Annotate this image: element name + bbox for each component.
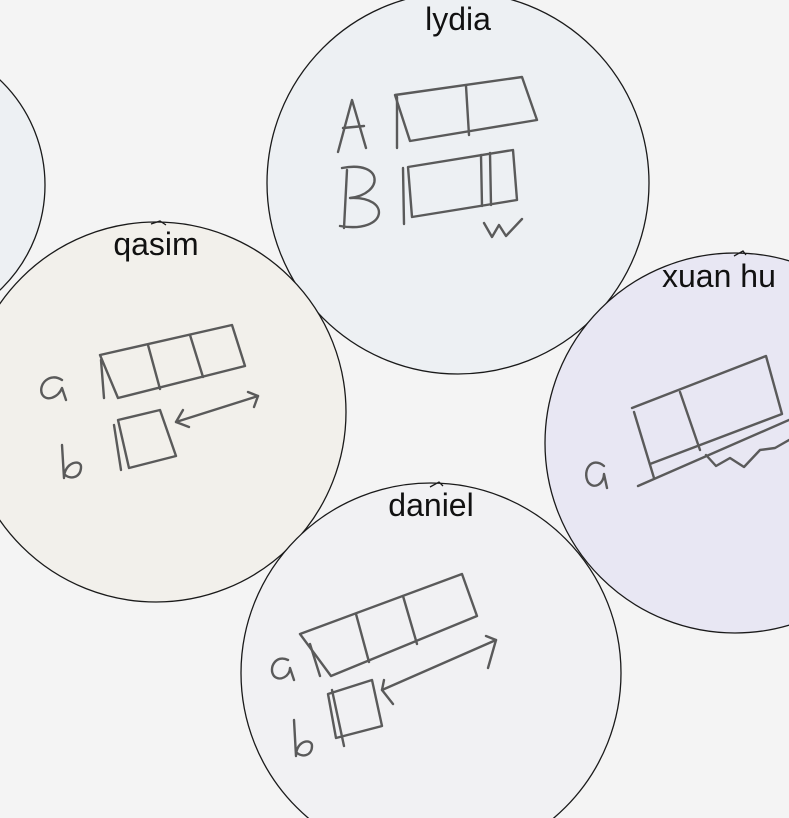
xuan-tick	[733, 250, 747, 257]
circle-qasim: qasim	[0, 220, 347, 603]
daniel-sketch	[270, 572, 498, 758]
qasim-sketch	[40, 323, 260, 480]
circle-xuan-label: xuan hu	[662, 258, 776, 294]
left-partial-circle	[0, 79, 46, 291]
circle-xuan: xuan hu	[544, 250, 789, 634]
circle-lydia-label: lydia	[425, 1, 491, 37]
qasim-tick	[150, 220, 167, 226]
circle-daniel-label: daniel	[388, 487, 473, 523]
xuan-sketch	[585, 354, 789, 490]
circle-daniel: daniel	[240, 481, 622, 818]
lydia-sketch	[336, 75, 539, 239]
circle-qasim-label: qasim	[113, 226, 198, 262]
daniel-tick	[429, 481, 444, 488]
circle-lydia: lydia	[266, 0, 650, 375]
